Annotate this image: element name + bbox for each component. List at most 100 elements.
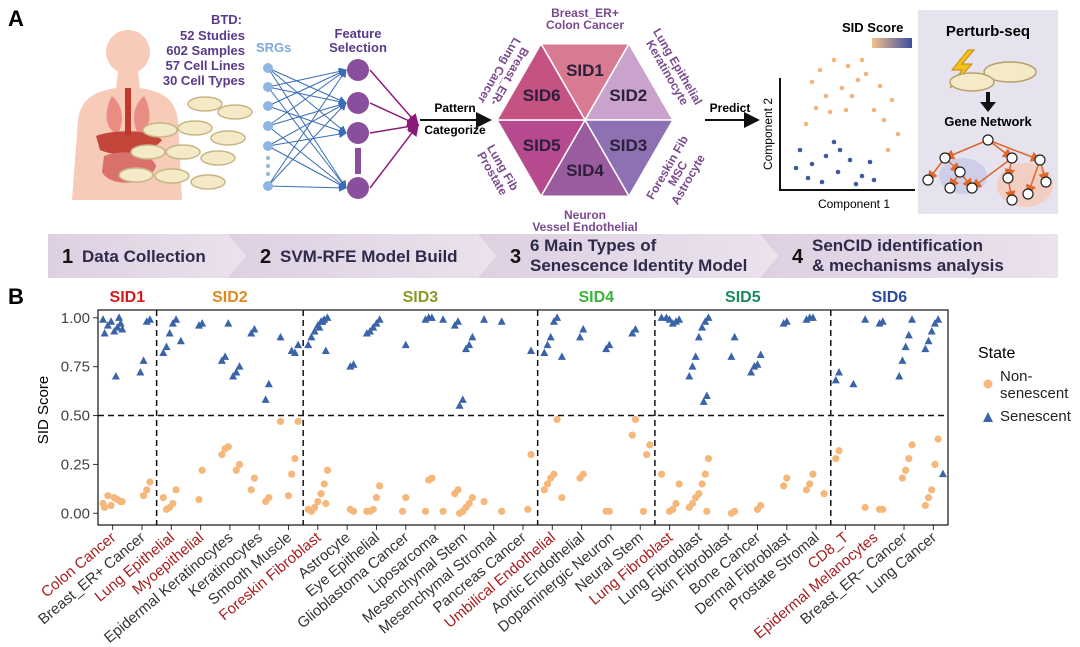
point	[665, 315, 674, 323]
sid-name: SID2	[609, 86, 647, 105]
srg-dot	[266, 164, 270, 168]
btd-title: BTD:	[211, 12, 242, 27]
point	[118, 497, 126, 506]
point	[116, 319, 125, 327]
step-number: 2	[260, 246, 271, 268]
point	[111, 371, 120, 380]
point	[540, 486, 548, 494]
point	[756, 350, 765, 358]
point	[304, 340, 313, 349]
point	[779, 482, 788, 490]
point	[159, 348, 168, 356]
point	[224, 319, 233, 327]
point	[576, 332, 585, 341]
point	[168, 319, 177, 327]
point	[101, 503, 109, 512]
point	[143, 486, 151, 494]
schematic-point	[803, 121, 809, 127]
edge	[267, 145, 347, 189]
point	[646, 441, 654, 449]
edge	[267, 67, 347, 134]
point	[549, 317, 558, 325]
sid-label: Vessel Endothelial	[532, 220, 637, 234]
point	[287, 346, 296, 355]
legend-marker	[983, 412, 993, 422]
schematic-point	[797, 147, 803, 153]
gene-edge	[943, 139, 989, 160]
point	[832, 454, 840, 463]
point	[702, 391, 711, 399]
gene-network-graph	[922, 134, 1053, 207]
srg-node	[263, 141, 273, 151]
point	[229, 371, 238, 380]
point	[908, 315, 917, 323]
point	[294, 417, 302, 426]
edge	[267, 86, 347, 106]
point	[250, 325, 259, 333]
point	[320, 480, 328, 488]
step-text: 6 Main Types of	[530, 236, 657, 255]
step-chevron	[228, 234, 496, 278]
point	[701, 317, 710, 325]
point	[165, 328, 174, 337]
predict-label: Predict	[710, 101, 751, 115]
schematic-point	[831, 57, 837, 63]
sid-sector	[495, 42, 587, 121]
point	[543, 340, 552, 349]
edge	[267, 69, 347, 107]
gene-node	[1006, 152, 1018, 164]
point	[498, 507, 506, 515]
point	[307, 332, 316, 341]
point	[376, 482, 384, 490]
point	[905, 454, 913, 463]
point	[235, 460, 244, 469]
point	[875, 505, 884, 513]
point	[369, 323, 378, 331]
point	[107, 317, 116, 325]
point	[835, 447, 843, 455]
legend: Non-senescent Senescent	[983, 368, 1071, 425]
group-title: SID1	[110, 289, 146, 306]
point	[115, 313, 124, 321]
point	[142, 317, 151, 325]
schematic-point	[809, 79, 815, 85]
point	[276, 417, 285, 426]
schematic-point	[793, 165, 799, 171]
point	[895, 371, 904, 380]
step-chevron	[478, 234, 778, 278]
perturb-seq: Perturb-seq	[946, 23, 1030, 40]
edge	[267, 67, 347, 88]
point	[602, 344, 611, 353]
edge	[267, 101, 347, 127]
point	[439, 315, 448, 323]
schematic-point	[881, 117, 887, 123]
point	[727, 509, 735, 517]
panel-label: B	[8, 284, 24, 309]
point	[628, 431, 636, 439]
feature-node	[347, 59, 369, 81]
point	[688, 362, 697, 370]
point	[727, 352, 736, 360]
btd-line: 57 Cell Lines	[166, 58, 245, 73]
point	[284, 492, 293, 500]
point	[938, 469, 947, 478]
point	[217, 356, 226, 364]
point	[779, 319, 788, 327]
edge	[267, 105, 347, 135]
schematic-point	[847, 157, 853, 163]
edge	[267, 130, 347, 147]
schematic-point	[877, 83, 883, 89]
strip-chart: 0.00 0.25 0.50 0.75 1.00 SID1 SID2 SID3 SID4 SID5…	[35, 289, 949, 647]
sid-label: Neuron	[564, 208, 606, 222]
schematic-point	[843, 107, 849, 113]
schematic-point	[823, 93, 829, 99]
point	[927, 327, 936, 335]
y-axis-label: SID Score	[35, 376, 52, 444]
point	[704, 454, 713, 463]
point	[232, 368, 241, 376]
edge	[369, 102, 420, 127]
point	[924, 494, 933, 502]
srg-node	[263, 63, 273, 73]
point	[631, 415, 640, 424]
